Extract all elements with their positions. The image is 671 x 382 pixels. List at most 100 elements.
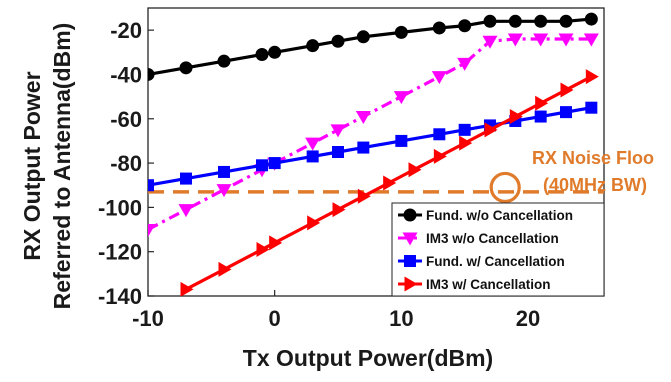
data-point — [179, 61, 193, 75]
data-point — [508, 14, 522, 28]
legend-marker — [404, 255, 416, 267]
legend-item: IM3 w/o Cancellation — [398, 231, 559, 246]
data-point — [583, 33, 599, 47]
data-point — [535, 95, 549, 111]
series-line — [148, 17, 592, 77]
data-point — [148, 67, 155, 81]
data-point — [268, 45, 282, 59]
data-point — [534, 110, 547, 123]
series-line — [148, 37, 592, 231]
data-point — [216, 184, 232, 198]
series-1 — [148, 12, 598, 81]
data-point — [306, 39, 320, 53]
y-tick-label: -60 — [110, 107, 142, 132]
data-point — [395, 134, 408, 147]
data-point — [180, 281, 194, 296]
x-tick-label: 0 — [269, 306, 281, 331]
y-tick-label: -140 — [98, 284, 142, 309]
data-point — [218, 165, 230, 178]
data-point — [458, 19, 472, 33]
data-point — [268, 157, 281, 170]
y-axis-label-line-1: RX Output Power — [19, 71, 45, 260]
legend-marker — [404, 276, 418, 292]
data-point — [484, 119, 496, 132]
data-point — [307, 215, 321, 231]
data-point — [584, 12, 598, 26]
data-point — [533, 33, 549, 47]
data-point — [355, 111, 371, 125]
legend-label: Fund. w/ Cancellation — [426, 254, 565, 269]
data-point — [459, 135, 473, 151]
legend: Fund. w/o Cancellation IM3 w/o Cancellati… — [391, 202, 605, 297]
y-tick-label: -20 — [110, 18, 142, 43]
legend-label: IM3 w/ Cancellation — [426, 277, 551, 292]
legend-marker — [403, 208, 417, 222]
data-point — [256, 241, 270, 257]
data-point — [534, 14, 548, 28]
data-point — [305, 137, 321, 151]
data-point — [431, 71, 447, 85]
data-point — [394, 25, 408, 39]
data-point — [433, 128, 446, 141]
data-point — [560, 106, 572, 119]
data-point — [269, 235, 283, 251]
data-point — [217, 54, 231, 68]
data-point — [433, 148, 447, 164]
data-point — [585, 69, 599, 85]
data-point — [483, 14, 497, 28]
plot-frame — [147, 7, 605, 297]
legend-item: Fund. w/ Cancellation — [398, 254, 565, 269]
y-tick-label: -80 — [110, 151, 142, 176]
data-point — [559, 14, 573, 28]
data-point — [457, 57, 473, 71]
series-line — [185, 75, 593, 291]
data-point — [585, 101, 598, 114]
data-point — [218, 261, 232, 277]
series-4 — [180, 69, 599, 296]
x-axis-label: Tx Output Power(dBm) — [243, 345, 493, 371]
data-point — [484, 122, 498, 138]
data-point — [507, 33, 523, 47]
data-point — [148, 224, 156, 238]
series-line — [148, 106, 592, 187]
data-point — [560, 82, 574, 98]
data-point — [432, 21, 446, 35]
data-point — [357, 188, 371, 204]
data-point — [482, 35, 498, 49]
annotation-line-2: (40MHz BW) — [543, 175, 647, 195]
legend-item: Fund. w/o Cancellation — [398, 208, 573, 223]
x-tick-label: -10 — [132, 306, 164, 331]
legend-item: IM3 w/ Cancellation — [398, 276, 551, 292]
data-point — [330, 124, 346, 138]
data-point — [458, 123, 471, 136]
data-point — [356, 30, 370, 44]
series-layer — [148, 12, 604, 296]
data-point — [332, 146, 344, 158]
legend-label: IM3 w/o Cancellation — [426, 231, 559, 246]
legend-box — [391, 202, 605, 297]
legend-label: Fund. w/o Cancellation — [426, 208, 573, 223]
data-point — [509, 109, 523, 125]
y-axis-label-line-2: Referred to Antenna(dBm) — [49, 23, 75, 310]
annotation-layer: RX Noise Floo (40MHz BW) — [489, 148, 654, 204]
data-point — [332, 202, 346, 218]
series-3 — [148, 101, 598, 192]
data-point — [306, 150, 319, 163]
noise-floor-circle — [489, 171, 521, 204]
data-point — [393, 91, 409, 105]
data-point — [255, 48, 269, 62]
data-point — [408, 162, 422, 178]
data-point — [256, 159, 268, 172]
x-tick-label: 10 — [389, 306, 413, 331]
data-point — [383, 175, 397, 191]
y-tick-label: -40 — [110, 62, 142, 87]
data-point — [331, 34, 345, 48]
data-point — [357, 141, 370, 154]
legend-marker — [402, 232, 418, 246]
data-point — [148, 179, 154, 192]
data-point — [558, 33, 574, 47]
y-tick-label: -100 — [98, 195, 142, 220]
y-tick-label: -120 — [98, 240, 142, 265]
